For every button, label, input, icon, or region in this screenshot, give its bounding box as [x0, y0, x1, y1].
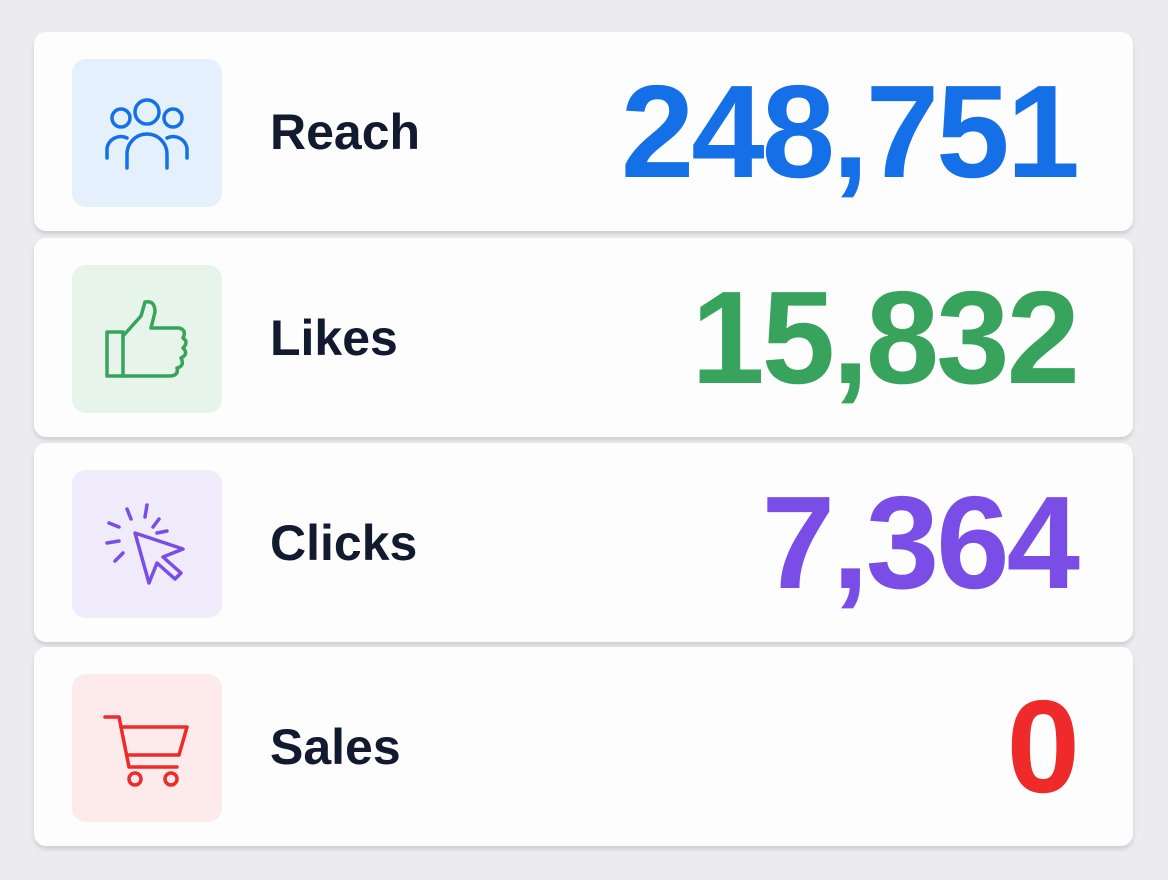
stat-value: 7,364	[761, 469, 1080, 616]
stat-value: 248,751	[620, 58, 1080, 205]
stat-value: 0	[1006, 673, 1080, 820]
stat-card: Reach 248,751	[34, 32, 1133, 231]
sales-icon	[72, 674, 222, 822]
stat-value: 15,832	[691, 264, 1080, 411]
stat-card: Likes 15,832	[34, 238, 1133, 437]
cart-icon	[103, 715, 189, 787]
people-icon	[105, 98, 189, 170]
stat-card: Clicks 7,364	[34, 443, 1133, 642]
stat-label: Clicks	[270, 514, 418, 571]
stat-card: Sales 0	[34, 647, 1133, 846]
clicks-icon	[72, 470, 222, 618]
stat-label: Likes	[270, 309, 398, 366]
likes-icon	[72, 265, 222, 413]
stat-label: Reach	[270, 103, 421, 160]
stat-label: Sales	[270, 718, 401, 775]
cursor-icon	[105, 503, 185, 585]
thumbs-up-icon	[105, 299, 188, 378]
reach-icon	[72, 59, 222, 207]
